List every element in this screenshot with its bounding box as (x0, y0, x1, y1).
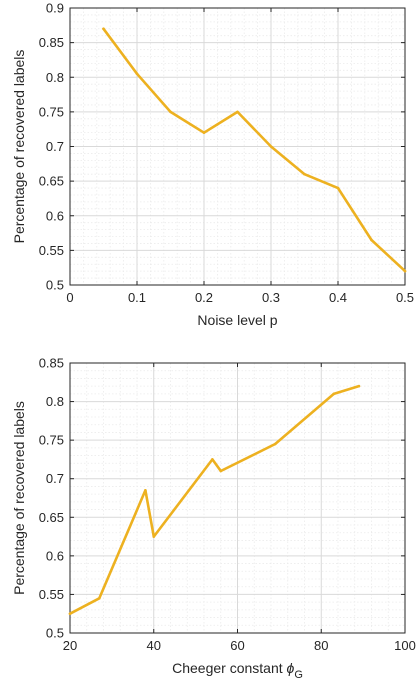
x-tick-label: 100 (394, 638, 416, 653)
data-point (303, 172, 306, 176)
series-points (68, 384, 361, 616)
y-tick-label: 0.6 (46, 548, 64, 563)
series-points (102, 27, 407, 273)
series-line (102, 27, 407, 273)
x-tick-label: 40 (147, 638, 161, 653)
chart-cheeger-constant: 20 40 60 80 100 0.5 0.55 0.6 0.65 0.7 0.75 0.8 0.85 C… (0, 340, 417, 687)
data-point (403, 269, 407, 273)
data-point (219, 469, 223, 473)
chart-svg-noise-level: 0 0.1 0.2 0.3 0.4 0.5 0.5 0.55 0.6 0.65 0.7 0.75 0.8… (11, 1, 414, 329)
y-tick-label: 0.5 (46, 278, 64, 293)
y-tick-label: 0.5 (46, 626, 64, 641)
y-tick-label: 0.65 (39, 174, 64, 189)
y-tick-label: 0.8 (46, 70, 64, 85)
data-point (357, 384, 361, 388)
x-axis-label: Noise level p (197, 312, 277, 328)
x-tick-label: 20 (63, 638, 77, 653)
chart-svg-cheeger-constant: 20 40 60 80 100 0.5 0.55 0.6 0.65 0.7 0.75 0.8 0.85 C… (11, 356, 416, 682)
data-point (370, 238, 373, 242)
data-point (202, 131, 206, 134)
y-tick-label: 0.7 (46, 471, 64, 486)
data-point (135, 72, 139, 76)
x-tick-label: 0.5 (396, 290, 414, 305)
y-tick-label: 0.85 (39, 35, 64, 50)
data-point (236, 110, 239, 114)
data-point (144, 488, 147, 492)
ticks: 0 0.1 0.2 0.3 0.4 0.5 0.5 0.55 0.6 0.65 0.7 0.75 0.8… (39, 1, 414, 306)
y-tick-label: 0.7 (46, 139, 64, 154)
x-tick-label: 0.2 (195, 290, 213, 305)
x-tick-label: 0.1 (128, 290, 146, 305)
data-point (68, 612, 72, 616)
y-tick-label: 0.65 (39, 510, 64, 525)
x-tick-label: 0.3 (262, 290, 280, 305)
data-point (336, 186, 340, 190)
data-point (152, 535, 156, 538)
y-tick-label: 0.55 (39, 243, 64, 258)
data-point (102, 27, 105, 31)
data-point (169, 110, 172, 114)
ticks: 20 40 60 80 100 0.5 0.55 0.6 0.65 0.7 0.75 0.8 0.85 (39, 356, 416, 654)
y-axis-label: Percentage of recovered labels (11, 50, 27, 244)
y-tick-label: 0.75 (39, 433, 64, 448)
x-tick-label: 0.4 (329, 290, 347, 305)
data-point (332, 392, 336, 396)
series-line (68, 384, 361, 616)
major-grid (69, 362, 406, 634)
y-tick-label: 0.75 (39, 104, 64, 119)
y-tick-label: 0.85 (39, 356, 64, 371)
data-point (269, 145, 273, 148)
y-tick-label: 0.6 (46, 208, 64, 223)
data-point (211, 458, 214, 461)
data-point (98, 596, 101, 600)
x-tick-label: 80 (314, 638, 328, 653)
y-tick-label: 0.9 (46, 1, 64, 16)
data-point (273, 442, 277, 446)
y-tick-label: 0.55 (39, 587, 64, 602)
x-tick-label: 0 (66, 290, 73, 305)
x-axis-label: Cheeger constant ϕG (172, 660, 303, 681)
chart-noise-level: 0 0.1 0.2 0.3 0.4 0.5 0.5 0.55 0.6 0.65 0.7 0.75 0.8… (0, 0, 417, 340)
y-axis-label: Percentage of recovered labels (11, 401, 27, 595)
y-tick-label: 0.8 (46, 394, 64, 409)
x-tick-label: 60 (230, 638, 244, 653)
